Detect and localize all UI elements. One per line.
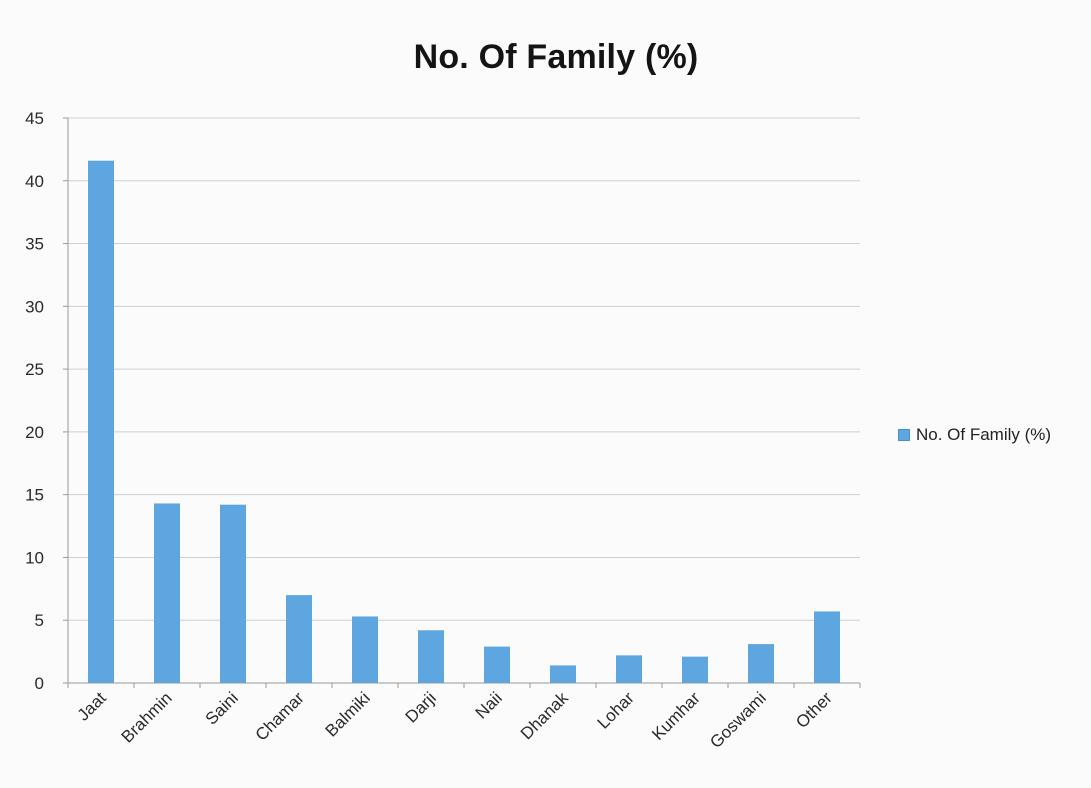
- bar: [88, 160, 114, 683]
- y-tick-label: 40: [25, 172, 44, 191]
- chart-title: No. Of Family (%): [413, 38, 699, 76]
- x-tick-label: Goswami: [706, 688, 770, 752]
- legend-swatch: [898, 429, 910, 441]
- legend: No. Of Family (%): [898, 425, 1051, 445]
- y-tick-label: 20: [25, 423, 44, 442]
- y-tick-label: 15: [25, 486, 44, 505]
- y-tick-label: 0: [35, 674, 44, 693]
- bar: [220, 504, 246, 683]
- x-tick-label: Lohar: [594, 688, 638, 732]
- bar: [550, 665, 576, 683]
- y-tick-label: 35: [25, 235, 44, 254]
- x-tick-label: Naii: [472, 688, 506, 722]
- x-tick-label: Saini: [202, 688, 242, 728]
- x-tick-label: Balmiki: [322, 688, 374, 740]
- bar: [154, 503, 180, 683]
- bar: [418, 630, 444, 683]
- bar: [616, 655, 642, 683]
- y-tick-label: 25: [25, 360, 44, 379]
- x-tick-label: Kumhar: [648, 688, 704, 744]
- bar: [748, 644, 774, 683]
- x-tick-label: Darji: [402, 688, 440, 726]
- bar: [352, 616, 378, 683]
- y-tick-label: 45: [25, 109, 44, 128]
- x-tick-label: Dhanak: [517, 688, 572, 743]
- bar: [286, 595, 312, 683]
- bar: [682, 656, 708, 683]
- legend-label: No. Of Family (%): [916, 425, 1052, 444]
- x-tick-label: Jaat: [74, 688, 110, 724]
- y-tick-label: 5: [35, 611, 44, 630]
- x-tick-label: Brahmin: [118, 688, 176, 746]
- x-tick-label: Other: [792, 688, 836, 732]
- x-tick-label: Chamar: [252, 688, 308, 744]
- bar: [814, 611, 840, 683]
- bar: [484, 646, 510, 683]
- y-tick-label: 30: [25, 297, 44, 316]
- y-tick-label: 10: [25, 548, 44, 567]
